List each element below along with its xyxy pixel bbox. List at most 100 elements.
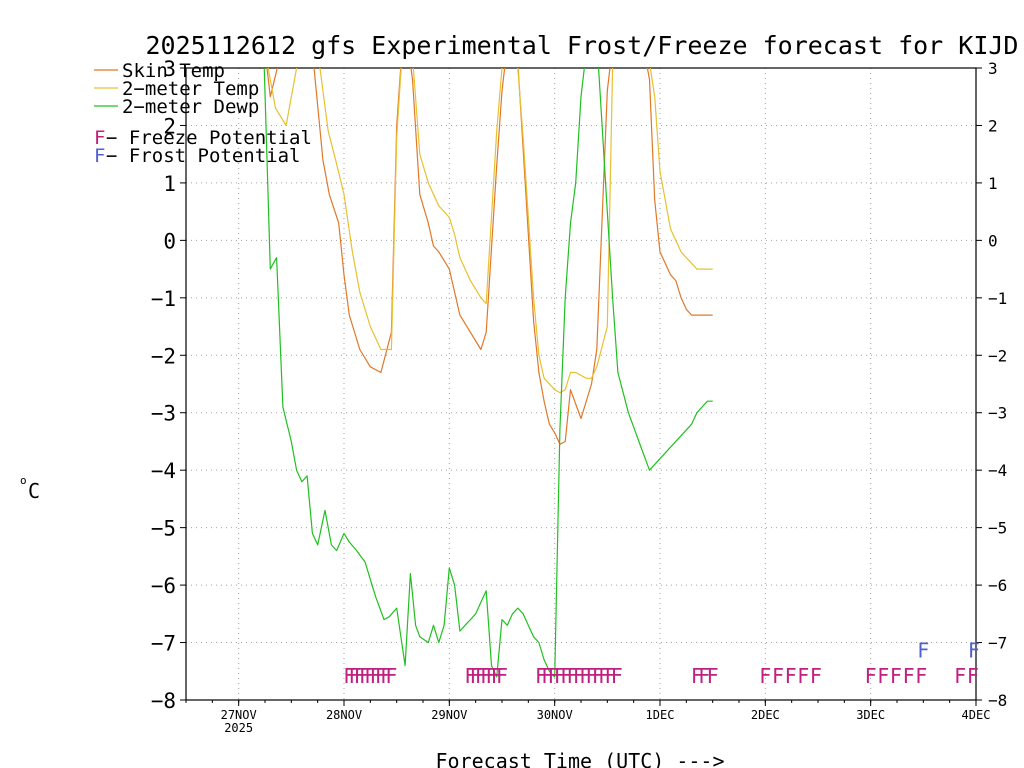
freeze-mark: F [375,664,387,688]
freeze-mark: F [877,664,889,688]
freeze-mark: F [903,664,915,688]
frost-mark: F [968,638,980,662]
freeze-mark: F [598,664,610,688]
freeze-mark: F [785,664,797,688]
y-tick-label-right: −4 [988,461,1007,480]
freeze-mark: F [573,664,585,688]
freeze-mark: F [349,664,361,688]
series-line-temp [267,68,713,394]
y-tick-label-left: −3 [151,402,176,426]
freeze-mark: F [354,664,366,688]
x-tick-label: 1DEC [646,708,675,722]
y-tick-label-right: −3 [988,404,1007,423]
freeze-mark: F [707,664,719,688]
freeze-mark: F [560,664,572,688]
freeze-mark: F [370,664,382,688]
y-tick-label-right: −2 [988,346,1007,365]
freeze-mark: F [359,664,371,688]
freeze-mark: F [567,664,579,688]
series-line-dewp [263,68,713,678]
freeze-mark: F [535,664,547,688]
y-tick-label-left: −5 [151,517,176,541]
x-axis-label: Forecast Time (UTC) ---> [436,749,725,768]
legend-marker-frost: F [94,145,105,167]
y-tick-label-right: 0 [988,231,998,250]
y-axis-label-unit: o [20,474,27,487]
y-tick-label-left: −8 [151,689,176,713]
x-tick-label: 30NOV [537,708,573,722]
freeze-mark: F [554,664,566,688]
frost-mark: F [917,638,929,662]
y-tick-label-right: 2 [988,116,998,135]
freeze-mark: F [915,664,927,688]
y-tick-label-left: −1 [151,287,176,311]
series-line-skin [266,68,713,445]
freeze-mark: F [579,664,591,688]
grid-lines [186,68,976,700]
legend-label-skin: Skin Temp [122,60,225,82]
freeze-mark: F [496,664,508,688]
y-tick-label-right: 3 [988,59,998,78]
freeze-mark: F [475,664,487,688]
freeze-mark: F [464,664,476,688]
y-tick-label-right: −6 [988,576,1007,595]
freeze-mark: F [548,664,560,688]
freeze-mark: F [967,664,979,688]
y-tick-label-right: −1 [988,289,1007,308]
freeze-mark: F [380,664,392,688]
plot-frame [185,67,977,701]
freeze-mark: F [810,664,822,688]
freeze-mark: F [364,664,376,688]
x-tick-label: 3DEC [856,708,885,722]
freeze-mark: F [491,664,503,688]
y-tick-label-right: 1 [988,174,998,193]
y-tick-label-right: −7 [988,634,1007,653]
freeze-mark: F [772,664,784,688]
freeze-mark: F [541,664,553,688]
freeze-mark: F [604,664,616,688]
legend-marker-freeze: F [94,127,105,149]
y-tick-label-left: −2 [151,344,176,368]
y-tick-label-left: 0 [163,229,176,253]
y-tick-label-left: −6 [151,574,176,598]
freeze-mark: F [343,664,355,688]
freeze-mark: F [797,664,809,688]
freeze-mark: F [865,664,877,688]
freeze-mark: F [890,664,902,688]
freeze-mark: F [385,664,397,688]
freeze-mark: F [592,664,604,688]
freeze-mark: F [470,664,482,688]
freeze-mark: F [698,664,710,688]
y-tick-label-left: 1 [163,172,176,196]
legend-label-dewp: 2−meter Dewp [122,96,259,118]
freeze-mark: F [480,664,492,688]
y-axis-label-letter: C [28,479,40,503]
y-tick-label-left: −7 [151,632,176,656]
freeze-mark: F [954,664,966,688]
legend-label-freeze: − Freeze Potential [106,127,312,149]
x-tick-sublabel: 2025 [224,721,253,735]
x-tick-label: 28NOV [326,708,362,722]
legend-label-frost: − Frost Potential [106,145,300,167]
x-tick-label: 4DEC [962,708,991,722]
axis-ticks: 3 3 2 2 1 1 0 0 −1 −1 −2 −2 −3 −3 −4 −4 −5 −5 −6 −6 −7 −7 −8 −8… [151,57,1008,735]
x-tick-label: 27NOV [221,708,257,722]
legend-label-temp: 2−meter Temp [122,78,259,100]
y-tick-label-right: −8 [988,691,1007,710]
chart-title: 2025112612 gfs Experimental Frost/Freeze… [146,31,1019,60]
x-tick-label: 29NOV [431,708,467,722]
y-tick-label-left: 2 [163,114,176,138]
y-tick-label-right: −5 [988,519,1007,538]
series-lines [263,68,713,678]
freeze-mark: F [586,664,598,688]
x-tick-label: 2DEC [751,708,780,722]
y-tick-label-left: −4 [151,459,176,483]
freeze-mark: F [485,664,497,688]
freeze-mark: F [759,664,771,688]
freeze-mark: F [611,664,623,688]
freeze-mark: F [691,664,703,688]
y-tick-label-left: 3 [163,57,176,81]
